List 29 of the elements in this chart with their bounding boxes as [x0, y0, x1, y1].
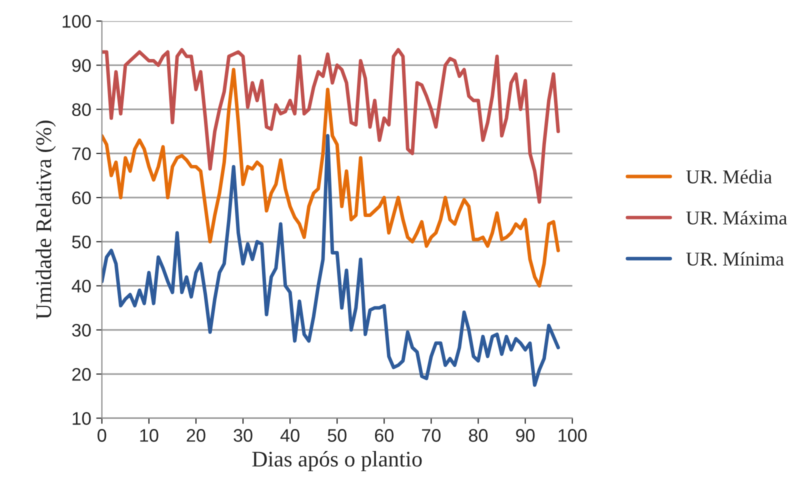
line-series: [102, 134, 560, 387]
x-tick-label: 30: [234, 429, 252, 442]
x-tick-label: 10: [140, 429, 158, 442]
x-tick-label: 90: [516, 429, 535, 442]
legend-label: UR. Mínima: [686, 252, 784, 266]
x-axis-title: Dias após o plantio: [252, 450, 422, 472]
y-tick-label: 100: [62, 15, 91, 28]
y-tick-label: 90: [72, 59, 91, 72]
line-series: [102, 48, 560, 204]
x-tick-label: 40: [280, 429, 300, 442]
y-tick-label: 10: [72, 412, 91, 425]
x-tick-label: 80: [468, 429, 488, 442]
y-tick-label: 20: [72, 368, 91, 381]
y-axis-title: Umidade Relativa (%): [36, 120, 56, 320]
y-tick-label: 60: [72, 192, 91, 204]
y-tick-label: 70: [72, 147, 91, 160]
line-series: [102, 68, 560, 288]
legend-label: UR. Máxima: [686, 210, 788, 225]
x-tick-label: 100: [558, 429, 587, 442]
y-tick-label: 30: [72, 324, 91, 337]
legend-label: UR. Média: [686, 170, 772, 184]
x-tick-label: 70: [422, 429, 441, 442]
y-tick-label: 80: [72, 103, 91, 116]
x-tick-label: 60: [375, 429, 394, 442]
x-tick-label: 50: [328, 429, 346, 442]
y-tick-label: 50: [72, 236, 91, 248]
y-tick-label: 40: [72, 280, 91, 293]
x-tick-label: 0: [98, 429, 106, 442]
x-tick-label: 20: [186, 429, 206, 442]
